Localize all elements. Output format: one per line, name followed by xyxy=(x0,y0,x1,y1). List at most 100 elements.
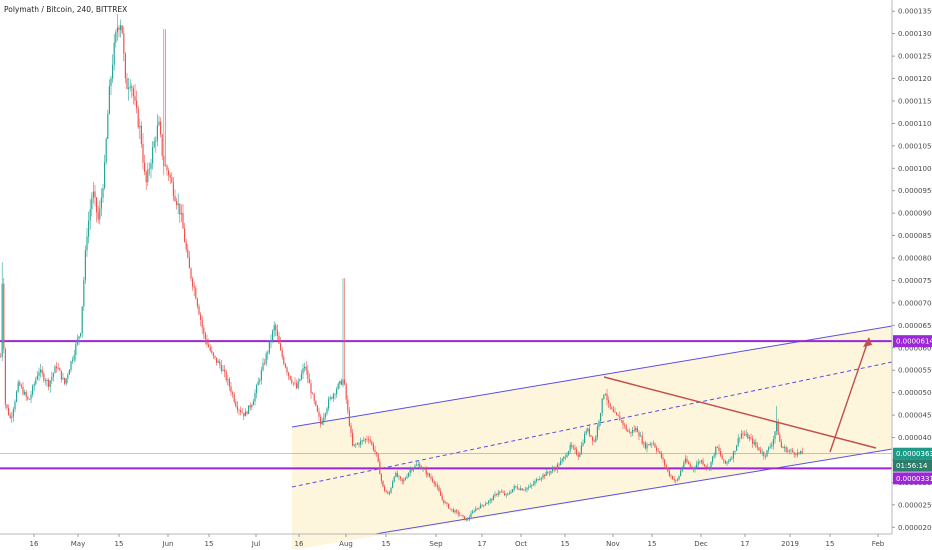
time-tick-label: May xyxy=(71,540,85,548)
candle-body xyxy=(110,78,112,87)
candle-body xyxy=(427,473,429,475)
candle-body xyxy=(360,440,362,445)
candle-body xyxy=(115,32,117,43)
candle-body xyxy=(352,432,354,446)
price-axis[interactable]: 0.000020000.000025000.000030000.00003500… xyxy=(891,0,932,534)
candle-body xyxy=(139,125,141,128)
candle-body xyxy=(617,414,619,417)
candle-body xyxy=(691,466,693,468)
candle-body xyxy=(43,373,45,381)
candle-body xyxy=(334,393,336,395)
candle-body xyxy=(480,504,482,509)
candle-body xyxy=(214,355,216,358)
time-tick-label: Aug xyxy=(339,540,353,548)
candle-body xyxy=(710,461,712,469)
candle-body xyxy=(550,471,552,474)
candle-body xyxy=(486,503,488,505)
time-axis[interactable]: 16 May 15 Jun 15 Jul 16 Aug 15 Sep 17 Oct 15 Nov 15 Dec… xyxy=(0,533,892,548)
candle-body xyxy=(753,442,755,444)
candle-body xyxy=(400,476,402,479)
candle-body xyxy=(336,389,338,394)
candle-body xyxy=(425,469,427,475)
candle-body xyxy=(558,464,560,466)
candle-body xyxy=(168,170,170,176)
candle-body xyxy=(777,421,779,435)
candle-body xyxy=(657,450,659,452)
candle-body xyxy=(248,405,250,414)
candle-body xyxy=(411,469,413,471)
candle-body xyxy=(118,27,120,31)
candle-body xyxy=(324,413,326,418)
candle-body xyxy=(744,434,746,436)
candle-body xyxy=(120,25,122,31)
candle-body xyxy=(40,369,42,373)
chart-title: Polymath / Bitcoin, 240, BITTREX xyxy=(4,5,127,14)
candle-body xyxy=(515,486,517,487)
candle-body xyxy=(539,478,541,481)
candle-body xyxy=(83,280,85,307)
candle-body xyxy=(323,417,325,422)
candle-body xyxy=(792,450,794,453)
candle-body xyxy=(134,96,136,101)
candle-body xyxy=(60,370,62,380)
candle-body xyxy=(584,433,586,444)
candle-body xyxy=(260,370,262,380)
candle-body xyxy=(721,455,723,460)
candle-body xyxy=(604,393,606,395)
candle-body xyxy=(328,399,330,409)
candle-body xyxy=(75,344,77,356)
candle-body xyxy=(724,460,726,464)
candle-body xyxy=(443,499,445,504)
candle-body xyxy=(108,86,110,115)
candle-body xyxy=(430,476,432,479)
candle-body xyxy=(518,488,520,490)
candle-body xyxy=(28,399,30,400)
candle-body xyxy=(30,394,32,400)
candle-body xyxy=(612,409,614,412)
price-tick-label: 0.00004000 xyxy=(898,434,932,442)
projection-arrowhead xyxy=(863,337,872,347)
candle-body xyxy=(244,411,246,417)
candle-body xyxy=(798,452,800,454)
candle-body xyxy=(281,350,283,357)
candle-body xyxy=(230,386,232,393)
candle-body xyxy=(12,409,14,417)
candle-body xyxy=(224,369,226,372)
candle-body xyxy=(755,442,757,446)
candle-body xyxy=(419,464,421,468)
candle-body xyxy=(76,338,78,345)
candle-body xyxy=(705,465,707,468)
price-tick-label: 0.00010000 xyxy=(898,165,932,173)
descending-trendline xyxy=(603,376,877,449)
candle-body xyxy=(92,191,94,198)
candle-body xyxy=(478,508,480,509)
time-tick-label: 15 xyxy=(561,540,570,548)
candle-body xyxy=(233,394,235,402)
candle-body xyxy=(609,403,611,408)
candle-body xyxy=(99,208,101,220)
candle-body xyxy=(473,510,475,512)
candle-body xyxy=(169,175,171,178)
channel-lower-line xyxy=(374,448,893,535)
candle-body xyxy=(656,447,658,451)
price-tick-label: 0.00004500 xyxy=(898,412,932,420)
candle-body xyxy=(464,516,466,520)
candle-body xyxy=(788,450,790,452)
candle-body xyxy=(32,386,34,395)
candle-body xyxy=(548,472,550,474)
candle-body xyxy=(587,428,589,432)
candle-body xyxy=(348,410,350,426)
candle-body xyxy=(600,413,602,422)
candle-body xyxy=(484,504,486,506)
candle-body xyxy=(684,458,686,463)
candle-body xyxy=(38,372,40,376)
candle-body xyxy=(259,379,261,382)
candle-body xyxy=(150,163,152,169)
candle-body xyxy=(638,432,640,437)
candle-body xyxy=(96,197,98,213)
candle-body xyxy=(17,382,19,392)
price-tick-label: 0.00007000 xyxy=(898,299,932,307)
candle-body xyxy=(163,155,165,167)
candle-body xyxy=(432,478,434,482)
